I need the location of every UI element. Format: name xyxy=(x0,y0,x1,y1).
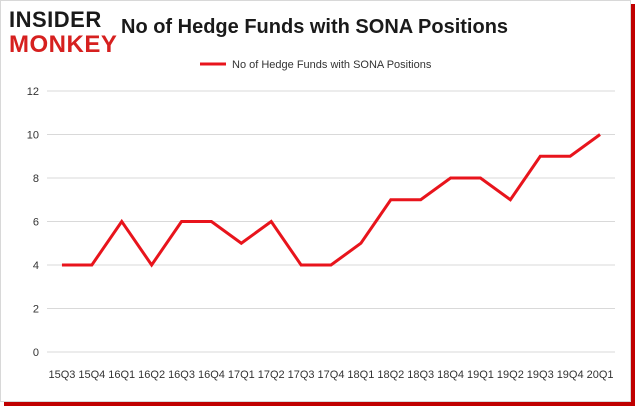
y-tick-label: 6 xyxy=(33,217,39,229)
y-tick-label: 2 xyxy=(33,304,39,316)
x-tick-label: 19Q3 xyxy=(527,369,554,381)
x-tick-label: 17Q1 xyxy=(228,369,255,381)
logo-text-monkey: MONKEY xyxy=(9,31,118,58)
series-line xyxy=(61,133,601,268)
x-tick-label: 15Q3 xyxy=(48,369,75,381)
x-tick-label: 16Q2 xyxy=(138,369,165,381)
legend-label: No of Hedge Funds with SONA Positions xyxy=(232,59,432,71)
y-axis-ticks: 0 2 4 6 8 10 12 xyxy=(27,86,39,359)
x-tick-label: 19Q2 xyxy=(497,369,524,381)
chart-title: No of Hedge Funds with SONA Positions xyxy=(121,16,509,38)
x-axis-ticks: 15Q3 15Q4 16Q1 16Q2 16Q3 16Q4 17Q1 17Q2 17Q3 17Q4… xyxy=(48,369,613,381)
x-tick-label: 19Q4 xyxy=(557,369,584,381)
x-tick-label: 17Q2 xyxy=(258,369,285,381)
x-tick-label: 19Q1 xyxy=(467,369,494,381)
x-tick-label: 15Q4 xyxy=(78,369,105,381)
chart-frame: INSIDER MONKEY No of Hedge Funds with SO… xyxy=(0,0,631,402)
y-tick-label: 12 xyxy=(27,86,39,98)
x-tick-label: 16Q4 xyxy=(198,369,225,381)
x-tick-label: 16Q1 xyxy=(108,369,135,381)
y-tick-label: 10 xyxy=(27,130,39,142)
y-tick-label: 0 xyxy=(33,347,39,359)
insider-monkey-logo: INSIDER MONKEY xyxy=(7,5,117,58)
y-tick-label: 8 xyxy=(33,173,39,185)
x-tick-label: 17Q4 xyxy=(318,369,345,381)
x-tick-label: 18Q4 xyxy=(437,369,464,381)
x-tick-label: 20Q1 xyxy=(587,369,614,381)
y-tick-label: 4 xyxy=(33,260,39,272)
legend: No of Hedge Funds with SONA Positions xyxy=(200,59,432,71)
series-group xyxy=(61,133,601,268)
logo-text-insider: INSIDER xyxy=(9,7,102,32)
x-tick-label: 18Q3 xyxy=(407,369,434,381)
x-tick-label: 16Q3 xyxy=(168,369,195,381)
x-tick-label: 17Q3 xyxy=(288,369,315,381)
x-tick-label: 18Q1 xyxy=(347,369,374,381)
x-tick-label: 18Q2 xyxy=(377,369,404,381)
gridlines xyxy=(47,90,615,353)
